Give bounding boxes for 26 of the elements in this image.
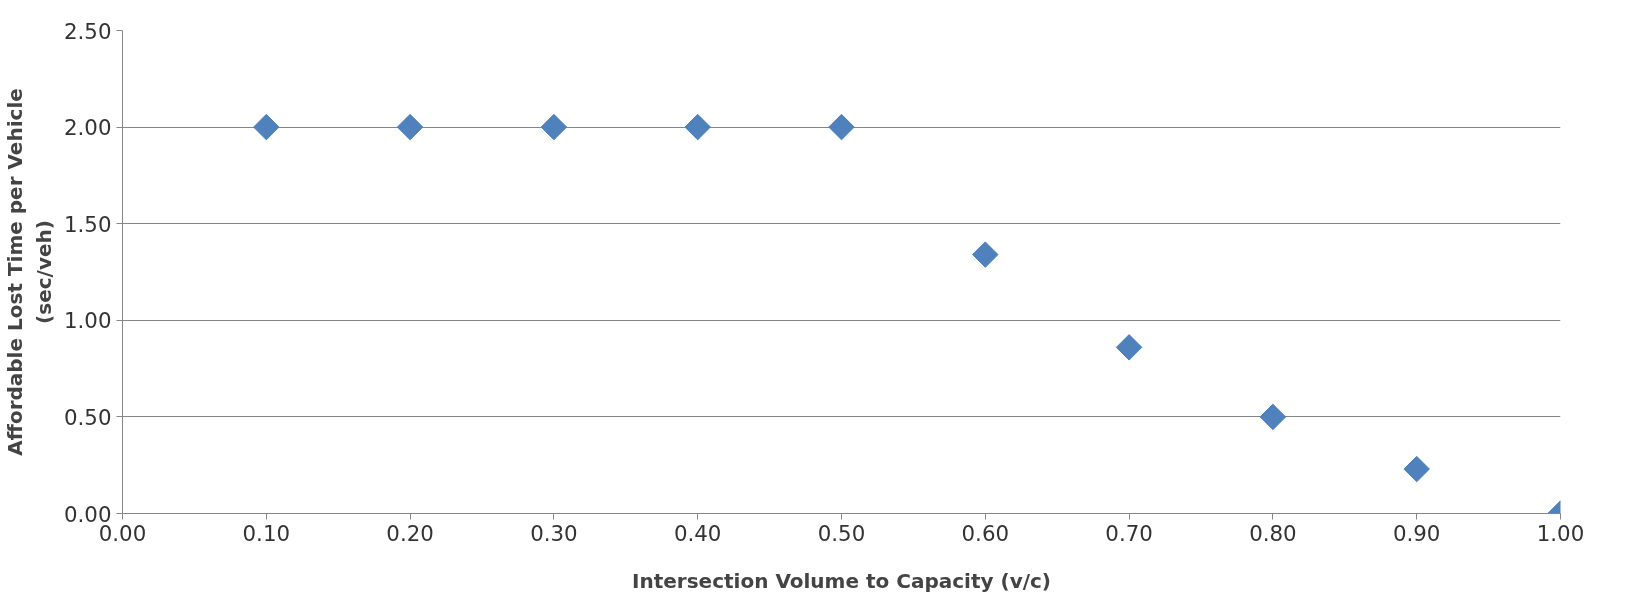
- x-tick-label: 0.30: [530, 520, 578, 546]
- point: [253, 113, 280, 141]
- point: [684, 113, 711, 141]
- x-tick-label: 0.70: [1105, 520, 1153, 546]
- x-tick-label: 0.40: [673, 520, 722, 546]
- point: [396, 113, 424, 141]
- point: [1259, 403, 1287, 431]
- y-tick-label: 0.50: [64, 404, 112, 430]
- point: [972, 241, 999, 268]
- x-tick-label: 0.50: [817, 520, 866, 546]
- x-tick-label: 1.00: [1536, 520, 1585, 546]
- x-tick-label: 0.80: [1249, 520, 1297, 546]
- x-tick-label: 0.90: [1392, 520, 1441, 546]
- x-tick-label: 0.10: [242, 520, 291, 546]
- x-tick-label: 0.20: [386, 520, 434, 546]
- y-tick-label: 1.50: [64, 211, 112, 237]
- y-tick-label: 1.00: [64, 308, 112, 334]
- point: [540, 113, 568, 141]
- y-axis-title: Affordable Lost Time per Vehicle (sec/veh): [3, 88, 57, 456]
- point: [1403, 455, 1430, 483]
- point: [1115, 334, 1143, 361]
- x-axis-title: Intersection Volume to Capacity (v/c): [632, 568, 1051, 593]
- y-tick-label: 2.00: [64, 115, 112, 141]
- x-tick-label: 0.60: [961, 520, 1010, 546]
- point: [828, 113, 855, 141]
- y-tick-label: 2.50: [64, 18, 112, 44]
